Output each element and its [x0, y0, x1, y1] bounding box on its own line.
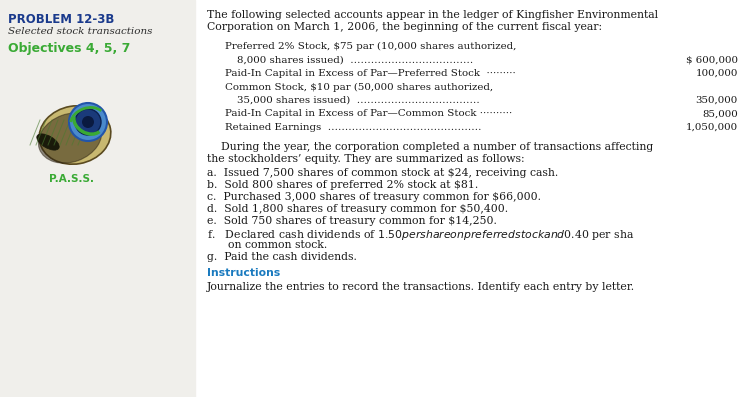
Text: Corporation on March 1, 2006, the beginning of the current fiscal year:: Corporation on March 1, 2006, the beginn… [207, 22, 602, 32]
Text: f.   Declared cash dividends of $1.50 per share on preferred stock and $0.40 per: f. Declared cash dividends of $1.50 per … [207, 229, 634, 243]
Text: the stockholders’ equity. They are summarized as follows:: the stockholders’ equity. They are summa… [207, 154, 525, 164]
Text: 100,000: 100,000 [696, 69, 738, 78]
Circle shape [69, 103, 107, 141]
Text: Objectives 4, 5, 7: Objectives 4, 5, 7 [8, 42, 130, 55]
Text: Instructions: Instructions [207, 268, 280, 279]
Text: 85,000: 85,000 [702, 110, 738, 118]
Circle shape [75, 109, 101, 135]
Ellipse shape [39, 106, 111, 164]
Text: During the year, the corporation completed a number of transactions affecting: During the year, the corporation complet… [207, 143, 653, 152]
Text: 1,050,000: 1,050,000 [686, 123, 738, 132]
Text: 350,000: 350,000 [696, 96, 738, 105]
Text: 8,000 shares issued)  ………………………………: 8,000 shares issued) ……………………………… [237, 56, 473, 64]
Ellipse shape [37, 134, 59, 150]
Text: Journalize the entries to record the transactions. Identify each entry by letter: Journalize the entries to record the tra… [207, 281, 635, 291]
Text: Common Stock, $10 par (50,000 shares authorized,: Common Stock, $10 par (50,000 shares aut… [225, 83, 494, 92]
Text: Preferred 2% Stock, $75 par (10,000 shares authorized,: Preferred 2% Stock, $75 par (10,000 shar… [225, 42, 516, 51]
Text: a.  Issued 7,500 shares of common stock at $24, receiving cash.: a. Issued 7,500 shares of common stock a… [207, 168, 558, 179]
Text: b.  Sold 800 shares of preferred 2% stock at $81.: b. Sold 800 shares of preferred 2% stock… [207, 181, 478, 191]
Bar [195, 0, 750, 397]
Text: 35,000 shares issued)  ………………………………: 35,000 shares issued) ……………………………… [237, 96, 480, 105]
Text: $ 600,000: $ 600,000 [686, 56, 738, 64]
Text: The following selected accounts appear in the ledger of Kingfisher Environmental: The following selected accounts appear i… [207, 10, 658, 20]
Text: Paid-In Capital in Excess of Par—Preferred Stock  ·········: Paid-In Capital in Excess of Par—Preferr… [225, 69, 516, 78]
Text: PROBLEM 12-3B: PROBLEM 12-3B [8, 13, 114, 26]
Text: Retained Earnings  ………………………………………: Retained Earnings ……………………………………… [225, 123, 482, 132]
Bar [0, 0, 195, 397]
Text: Paid-In Capital in Excess of Par—Common Stock ··········: Paid-In Capital in Excess of Par—Common … [225, 110, 512, 118]
Text: g.  Paid the cash dividends.: g. Paid the cash dividends. [207, 252, 357, 262]
Circle shape [82, 116, 94, 128]
Text: d.  Sold 1,800 shares of treasury common for $50,400.: d. Sold 1,800 shares of treasury common … [207, 204, 508, 214]
Ellipse shape [38, 113, 101, 163]
Text: c.  Purchased 3,000 shares of treasury common for $66,000.: c. Purchased 3,000 shares of treasury co… [207, 193, 541, 202]
Text: Selected stock transactions: Selected stock transactions [8, 27, 152, 36]
Text: on common stock.: on common stock. [207, 241, 327, 251]
Text: e.  Sold 750 shares of treasury common for $14,250.: e. Sold 750 shares of treasury common fo… [207, 216, 496, 227]
Text: P.A.S.S.: P.A.S.S. [50, 174, 94, 184]
